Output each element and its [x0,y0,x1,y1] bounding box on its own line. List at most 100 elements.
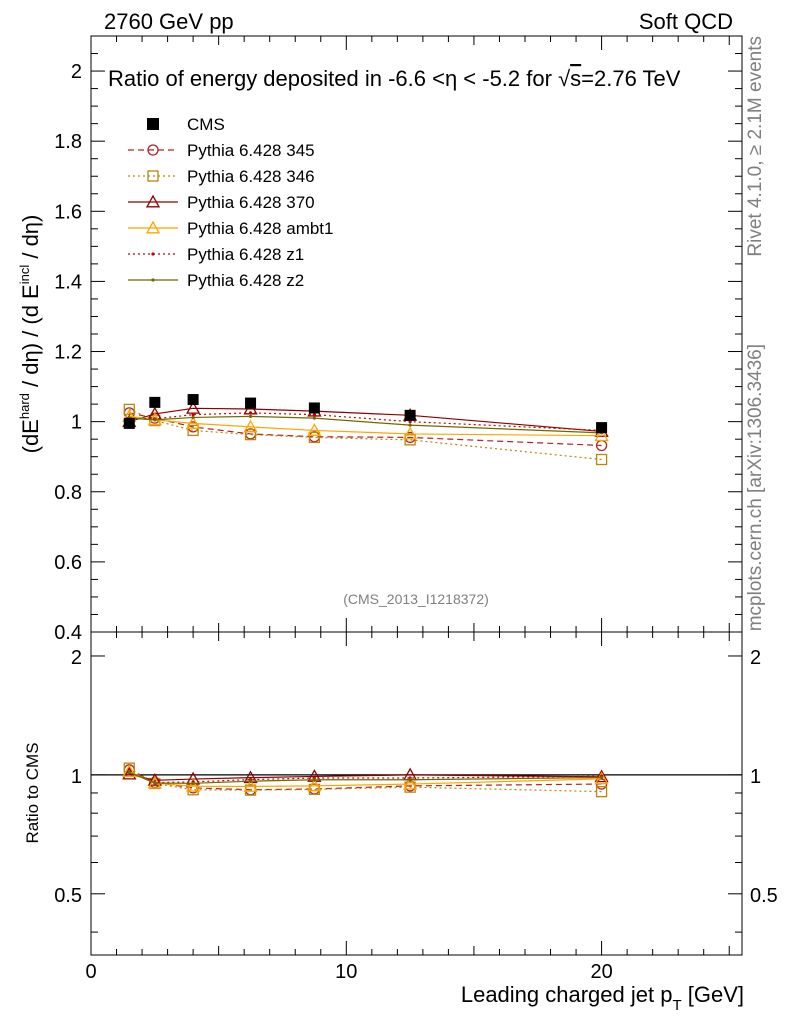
ratio-point-pythia-6-428-ambt1 [594,771,609,785]
ratio-y-tick-labels: 0.5 0.5 1 1 2 2 [54,647,778,907]
main-line-pythia-6-428-345 [129,412,602,447]
ratio-line-pythia-6-428-z2 [129,771,602,784]
legend-item-cms: CMS [147,115,225,134]
ratio-point-pythia-6-428-ambt1 [186,778,201,792]
main-point-pythia-6-428-ambt1 [186,416,201,429]
main-y-tick-labels: 0.4 0.6 0.8 1 1.2 1.4 1.6 1.8 2 [54,61,82,644]
legend-item-pythia-6-428-ambt1: Pythia 6.428 ambt1 [128,219,333,238]
ratio-point-pythia-6-428-z2 [408,778,412,782]
legend-item-pythia-6-428-z1: Pythia 6.428 z1 [128,245,304,264]
main-point-pythia-6-428-ambt1 [403,426,418,440]
main-point-pythia-6-428-ambt1 [307,423,322,436]
ratio-series-pythia-6-428-370 [122,766,609,786]
ratio-y-tick-label-left: 1 [71,766,82,788]
main-point-cms [123,417,135,429]
main-point-cms [245,397,257,409]
header-left-label: 2760 GeV pp [104,9,234,34]
main-y-tick-label: 0.4 [54,622,82,644]
legend-label-pythia-6-428-346: Pythia 6.428 346 [187,167,315,186]
main-y-tick-label: 1.8 [54,131,82,153]
main-point-pythia-6-428-ambt1 [243,419,258,433]
legend-item-pythia-6-428-346: Pythia 6.428 346 [128,167,315,186]
ratio-y-axis-label: Ratio to CMS [23,742,42,843]
legend-label-pythia-6-428-370: Pythia 6.428 370 [187,193,315,212]
ratio-point-pythia-6-428-z2 [248,779,253,783]
ratio-point-pythia-6-428-ambt1 [243,779,258,792]
mcplots-reference-label: mcplots.cern.ch [arXiv:1306.3436] [745,344,766,631]
main-point-pythia-6-428-z1 [312,413,316,417]
main-y-tick-label: 1.2 [54,342,82,364]
ratio-y-tick-label-right: 1 [750,766,761,788]
ratio-point-pythia-6-428-370 [147,772,162,786]
legend-marker-pythia-6-428-z2 [151,278,155,282]
rivet-version-label: Rivet 4.1.0, ≥ 2.1M events [745,36,766,257]
main-y-tick-label: 1.6 [54,201,82,223]
ratio-plot-frame [90,631,743,956]
x-tick-label: 20 [590,961,612,983]
main-y-tick-label: 1 [71,412,82,434]
ratio-y-tick-label-left: 2 [71,647,82,669]
main-series-pythia-6-428-346 [123,403,608,466]
main-series-layer [122,394,609,466]
legend-label-pythia-6-428-ambt1: Pythia 6.428 ambt1 [187,219,333,238]
main-point-pythia-6-428-z2 [248,414,253,418]
ratio-line-pythia-6-428-346 [128,767,602,793]
ratio-series-pythia-6-428-z2 [127,770,604,785]
ratio-line-pythia-6-428-370 [129,773,602,781]
legend-label-cms: CMS [187,115,225,134]
main-axis-ticks [90,35,742,633]
x-tick-labels: 0 10 20 [85,961,612,983]
main-point-cms [308,402,320,414]
x-axis-label: Leading charged jet pT [GeV] [461,982,744,1014]
main-point-cms [187,394,199,406]
ratio-point-pythia-6-428-ambt1 [403,776,418,790]
main-point-pythia-6-428-346 [404,434,416,446]
legend: CMS Pythia 6.428 345 Pythia 6.428 346 Pythi… [128,115,333,290]
ratio-y-tick-label-right: 0.5 [750,885,778,907]
ratio-point-pythia-6-428-346 [595,785,608,798]
main-point-pythia-6-428-346 [595,453,608,466]
legend-marker-pythia-6-428-346 [147,170,159,182]
main-line-pythia-6-428-346 [129,408,602,461]
main-series-pythia-6-428-345 [123,407,608,452]
ratio-y-tick-label-left: 0.5 [54,885,82,907]
sqrt-sign-icon: √ [558,66,571,91]
ratio-series-layer [122,762,609,798]
ratio-point-pythia-6-428-z2 [153,781,157,785]
main-point-pythia-6-428-346 [308,431,321,444]
main-point-cms [404,409,416,421]
ratio-point-pythia-6-428-z2 [312,778,316,782]
header-right-label: Soft QCD [639,9,733,34]
main-point-pythia-6-428-z2 [191,415,195,420]
main-point-pythia-6-428-z1 [248,411,253,415]
ratio-point-pythia-6-428-z2 [191,781,195,785]
x-tick-label: 10 [335,961,357,983]
main-point-pythia-6-428-z2 [408,423,412,427]
ratio-point-pythia-6-428-ambt1 [307,778,322,792]
main-point-pythia-6-428-z1 [408,420,412,424]
main-point-pythia-6-428-z1 [191,413,195,417]
legend-item-pythia-6-428-345: Pythia 6.428 345 [128,141,315,160]
main-y-tick-label: 0.8 [54,482,82,504]
legend-item-pythia-6-428-z2: Pythia 6.428 z2 [128,271,304,290]
main-y-tick-label: 2 [71,61,82,83]
main-series-cms [123,394,608,434]
ratio-point-pythia-6-428-z2 [127,770,131,774]
analysis-id-watermark: (CMS_2013_I1218372) [343,591,489,607]
legend-marker-pythia-6-428-ambt1 [145,220,161,234]
x-tick-label: 0 [85,961,96,983]
main-point-cms [149,396,161,408]
main-y-axis-label: (dEhard / dη) / (d Eincl / dη) [17,215,43,454]
main-point-pythia-6-428-346 [187,424,199,437]
ratio-point-pythia-6-428-z2 [599,775,604,780]
ratio-y-tick-label-right: 2 [750,647,761,669]
legend-marker-pythia-6-428-370 [145,194,161,208]
legend-label-pythia-6-428-z2: Pythia 6.428 z2 [187,271,304,290]
ratio-point-pythia-6-428-ambt1 [122,764,137,777]
main-point-pythia-6-428-z2 [312,416,316,420]
main-point-cms [596,422,608,434]
chart-title: Ratio of energy deposited in -6.6 <η < -… [108,66,681,91]
legend-label-pythia-6-428-z1: Pythia 6.428 z1 [187,245,304,264]
main-y-tick-label: 1.4 [54,271,82,293]
